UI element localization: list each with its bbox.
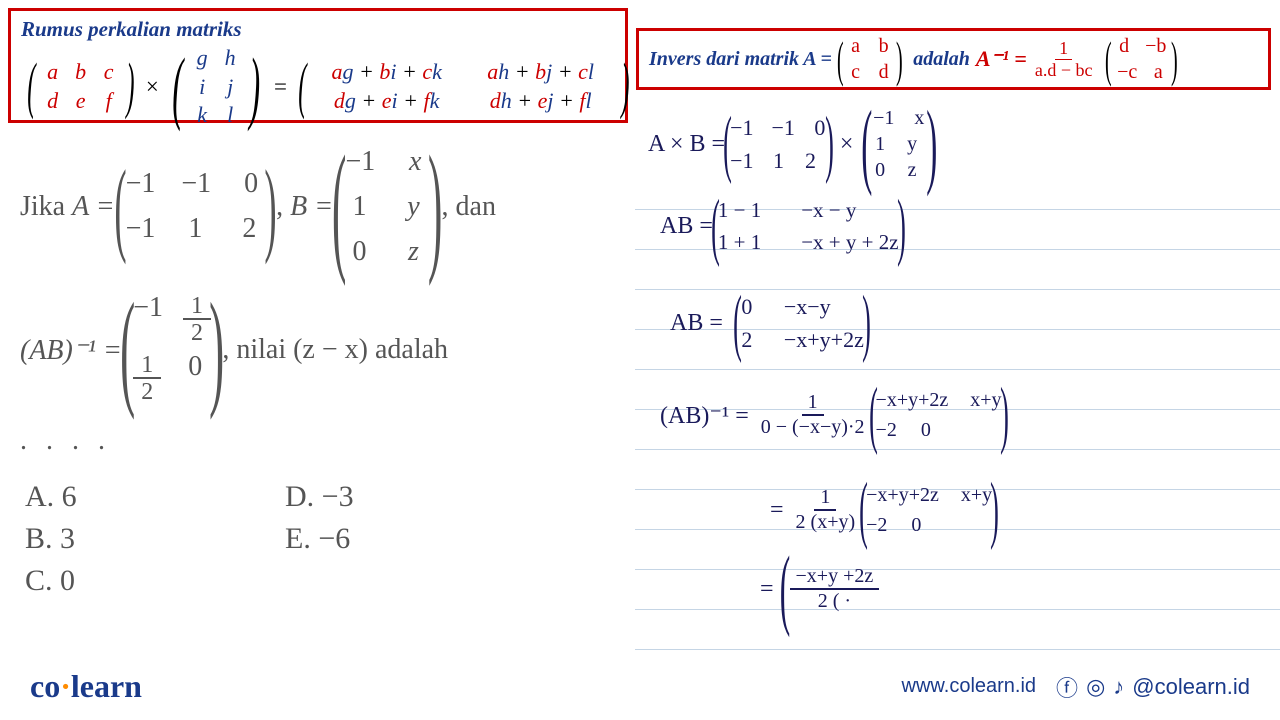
inverse-text: Invers dari matrik A =	[649, 48, 832, 71]
multiplication-formula: ( abc def ) × ( gh ij kl ) = ( ag + bi +…	[21, 44, 615, 130]
matrix-A: ( −1−10 −112 )	[115, 162, 277, 252]
social-handle: @colearn.id	[1132, 674, 1250, 700]
matrix-AB-inverse: ( −112 120 )	[122, 294, 222, 405]
tiktok-icon: ♪	[1113, 674, 1124, 700]
footer: co·learn www.colearn.id ⓕ ◎ ♪ @colearn.i…	[0, 668, 1280, 705]
problem-statement: Jika A = ( −1−10 −112 ) , B = ( −1x 1y 0…	[20, 130, 625, 457]
answer-options: A. 6D. −3 B. 3E. −6 C. 0	[25, 480, 354, 606]
multiplication-formula-box: Rumus perkalian matriks ( abc def ) × ( …	[8, 8, 628, 123]
option-c: C. 0	[25, 564, 285, 598]
inverse-formula-box: Invers dari matrik A = ( ab cd ) adalah …	[636, 28, 1271, 90]
instagram-icon: ◎	[1086, 674, 1105, 700]
matrix-B: ( −1x 1y 0z )	[333, 140, 441, 274]
option-a: A. 6	[25, 480, 285, 514]
footer-url: www.colearn.id	[902, 675, 1037, 698]
option-d: D. −3	[285, 480, 354, 514]
facebook-icon: ⓕ	[1056, 671, 1078, 703]
handwritten-work: A × B = ( −1−10−112 ) × ( −1x1y0z ) AB =…	[640, 95, 1270, 655]
option-b: B. 3	[25, 522, 285, 556]
option-e: E. −6	[285, 522, 350, 556]
formula-title: Rumus perkalian matriks	[21, 17, 615, 42]
colearn-logo: co·learn	[30, 668, 142, 705]
social-icons: ⓕ ◎ ♪ @colearn.id	[1056, 671, 1250, 703]
